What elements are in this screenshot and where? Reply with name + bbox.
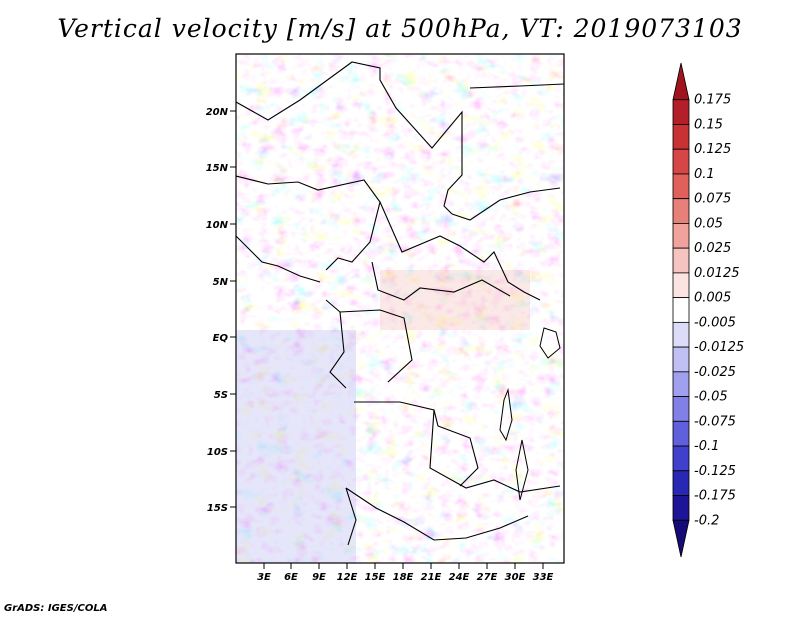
lat-label: 20N <box>206 107 229 118</box>
country-borders <box>236 61 564 546</box>
lon-ticks <box>263 563 544 569</box>
lon-label: 12E <box>337 572 358 583</box>
colorbar-arrow-bottom <box>672 519 690 558</box>
colorbar-label: -0.005 <box>694 315 736 330</box>
colorbar-label: -0.0125 <box>694 340 744 355</box>
lon-label: 6E <box>284 572 298 583</box>
colorbar-label: 0.0125 <box>694 266 740 281</box>
lon-label: 27E <box>477 572 498 583</box>
colorbar-swatch <box>672 124 690 150</box>
lat-label: EQ <box>213 333 229 344</box>
colorbar-label: 0.025 <box>694 241 731 256</box>
lat-label: 15N <box>206 163 229 174</box>
colorbar-label: -0.175 <box>694 489 736 504</box>
lon-label: 15E <box>365 572 386 583</box>
lon-label: 18E <box>393 572 414 583</box>
colorbar-label: 0.075 <box>694 192 731 207</box>
lon-label: 3E <box>257 572 271 583</box>
colorbar-swatch <box>672 495 690 521</box>
velocity-field <box>236 54 564 563</box>
colorbar-swatch <box>672 321 690 348</box>
lon-label: 9E <box>312 572 326 583</box>
colorbar-label: -0.125 <box>694 464 736 479</box>
lon-label: 30E <box>505 572 526 583</box>
colorbar-label: -0.075 <box>694 414 736 429</box>
colorbar-label: 0.005 <box>694 291 731 306</box>
colorbar-swatch <box>672 99 690 125</box>
colorbar-swatch <box>672 420 690 447</box>
colorbar-swatch <box>672 247 690 274</box>
colorbar-label: 0.125 <box>694 142 731 157</box>
colorbar-label: 0.1 <box>694 167 715 182</box>
colorbar-label: 0.15 <box>694 117 723 132</box>
grads-credit: GrADS: IGES/COLA <box>4 603 108 614</box>
lake-outlines <box>499 327 561 501</box>
colorbar-swatch <box>672 272 690 299</box>
colorbar-swatch <box>672 297 690 323</box>
lon-label: 21E <box>421 572 442 583</box>
colorbar-swatch <box>672 173 690 200</box>
lat-label: 15S <box>207 503 228 514</box>
colorbar-label: -0.1 <box>694 439 719 454</box>
colorbar-swatch <box>672 223 690 249</box>
lat-label: 5S <box>214 390 228 401</box>
colorbar-swatch <box>672 198 690 224</box>
lat-label: 10N <box>206 220 229 231</box>
colorbar-swatch <box>672 148 690 175</box>
lat-label: 5N <box>213 277 229 288</box>
colorbar-label: -0.05 <box>694 390 728 405</box>
colorbar-swatch <box>672 371 690 397</box>
colorbar-label: -0.2 <box>694 513 719 528</box>
lat-label: 10S <box>207 447 228 458</box>
colorbar-swatch <box>672 396 690 422</box>
colorbar-label: 0.05 <box>694 216 723 231</box>
colorbar: 0.175 0.15 0.125 0.1 0.075 0.05 0.025 0.0125 0.0… <box>672 62 744 558</box>
lat-ticks <box>230 110 236 508</box>
colorbar-swatch <box>672 346 690 373</box>
lon-label: 24E <box>449 572 470 583</box>
colorbar-label: 0.175 <box>694 93 731 108</box>
colorbar-swatch <box>672 445 690 472</box>
colorbar-arrow-top <box>672 62 690 101</box>
map-frame <box>235 53 565 564</box>
lon-label: 33E <box>533 572 554 583</box>
colorbar-swatch <box>672 470 690 496</box>
chart-title: Vertical velocity [m/s] at 500hPa, VT: 2… <box>57 14 743 43</box>
colorbar-label: -0.025 <box>694 365 736 380</box>
